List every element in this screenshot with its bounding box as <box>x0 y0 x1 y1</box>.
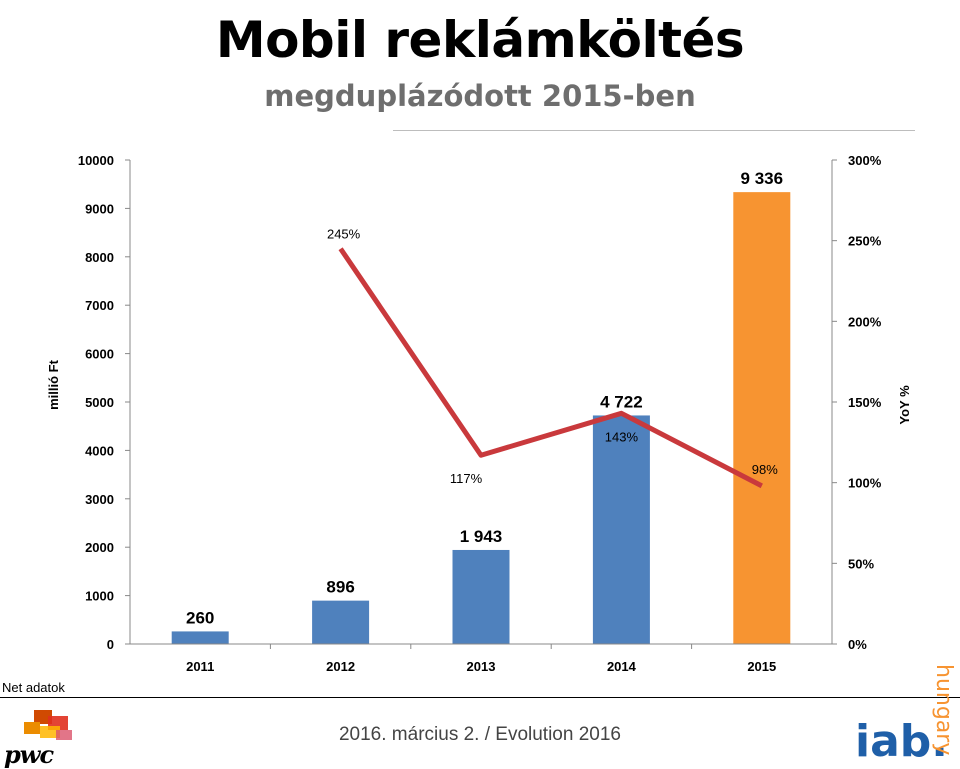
yoy-point-label: 98% <box>752 462 778 477</box>
bar-value-label: 4 722 <box>600 392 643 411</box>
iab-hungary-logo: iab. hungary <box>855 664 956 765</box>
y2-tick-label: 200% <box>848 314 882 329</box>
y2-tick-label: 150% <box>848 395 882 410</box>
footer-divider <box>0 697 960 698</box>
y2-axis-label: YoY % <box>897 385 912 425</box>
x-tick-label: 2012 <box>326 659 355 674</box>
y2-tick-label: 50% <box>848 556 874 571</box>
pwc-wordmark: pwc <box>4 740 54 769</box>
x-tick-label: 2015 <box>747 659 776 674</box>
bar <box>312 600 370 644</box>
mobile-adspend-chart: 0 1000 2000 3000 4000 5000 6000 7000 8000 9000 100… <box>46 153 912 674</box>
y-tick-label: 7000 <box>85 298 114 313</box>
bar <box>733 192 791 644</box>
iab-wordmark: iab. <box>855 716 948 765</box>
y-tick-label: 8000 <box>85 250 114 265</box>
y-tick-label: 4000 <box>85 443 114 458</box>
bar-value-label: 1 943 <box>460 527 503 546</box>
y-tick-label: 10000 <box>78 153 114 168</box>
bar <box>171 631 229 644</box>
y-tick-label: 9000 <box>85 201 114 216</box>
y2-tick-label: 0% <box>848 637 867 652</box>
event-footer: 2016. március 2. / Evolution 2016 <box>338 724 621 745</box>
y-tick-label: 1000 <box>85 589 114 604</box>
y2-tick-label: 100% <box>848 476 882 491</box>
x-tick-label: 2011 <box>186 659 214 674</box>
pwc-logo: pwc <box>4 708 76 769</box>
source-note: Net adatok <box>2 680 65 695</box>
page-title: Mobil reklámköltés <box>215 11 745 69</box>
bar <box>452 549 510 644</box>
bar-value-label: 260 <box>186 608 214 627</box>
y2-tick-label: 250% <box>848 234 882 249</box>
y-tick-label: 0 <box>107 637 114 652</box>
yoy-point-label: 117% <box>450 471 483 486</box>
yoy-point-label: 245% <box>327 227 361 242</box>
y-axis-label: millió Ft <box>46 359 61 410</box>
x-tick-label: 2014 <box>607 659 637 674</box>
y-tick-label: 5000 <box>85 395 114 410</box>
y-tick-label: 3000 <box>85 492 114 507</box>
pwc-logo-mark <box>24 710 72 740</box>
bar-value-label: 896 <box>326 578 354 597</box>
title-divider <box>393 130 915 131</box>
bar-value-label: 9 336 <box>741 169 784 188</box>
x-tick-label: 2013 <box>467 659 496 674</box>
bar <box>592 415 650 644</box>
y-tick-label: 2000 <box>85 540 114 555</box>
page-subtitle: megduplázódott 2015-ben <box>264 79 696 113</box>
iab-country-label: hungary <box>931 664 956 755</box>
y2-tick-label: 300% <box>848 153 882 168</box>
y-tick-label: 6000 <box>85 347 114 362</box>
yoy-line <box>338 247 763 489</box>
yoy-point-label: 143% <box>605 429 639 444</box>
